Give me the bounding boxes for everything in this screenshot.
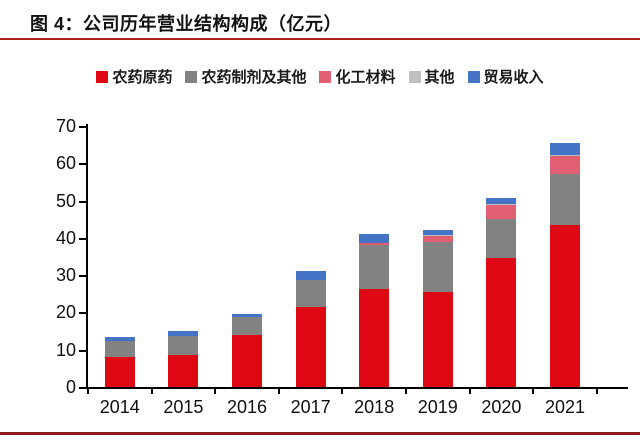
x-axis-line [86,387,628,389]
bar-segment [486,205,517,219]
y-axis-label: 0 [65,377,76,397]
x-axis-label: 2019 [417,397,458,417]
bar-segment [550,174,580,225]
y-axis-tick [79,163,86,166]
legend-label: 贸易收入 [483,69,544,86]
y-axis-label: 60 [55,153,76,174]
bar-segment [550,142,580,155]
x-axis-tick [341,389,344,394]
bar-segment [422,242,453,292]
y-axis-label: 70 [55,116,76,136]
chart-legend: 农药原药 农药制剂及其他 化工材料 其他 贸易收入 [0,66,640,87]
x-axis-tick [405,389,407,394]
x-axis-tick [595,389,598,394]
y-axis-tick [79,200,86,203]
y-axis-label: 50 [55,190,76,211]
legend-item-0: 农药原药 [96,66,172,87]
legend-swatch-icon [319,70,332,83]
bar-2015 [168,331,199,387]
y-axis-tick [79,237,86,240]
y-axis-tick [79,126,86,128]
legend-label: 化工材料 [335,69,396,86]
bar-segment [232,316,262,335]
bar-segment [359,244,390,290]
x-axis-label: 2016 [226,397,268,417]
bar-segment [486,218,517,259]
bar-segment [232,313,262,317]
bar-segment [104,336,135,342]
x-axis-tick [468,389,471,394]
bar-segment [422,235,453,237]
bar-segment [359,243,390,245]
bar-segment [168,335,199,355]
x-axis-label: 2014 [99,397,140,417]
legend-item-4: 贸易收入 [467,66,544,87]
bar-segment [486,204,517,206]
y-axis-tick [79,312,86,315]
y-axis-label: 30 [55,265,76,286]
bar-segment [359,289,390,387]
bar-segment [232,334,262,387]
legend-swatch-icon [408,70,421,83]
x-axis-tick [150,389,153,394]
bar-segment [486,258,517,387]
bar-2018 [359,234,390,387]
bar-segment [550,224,580,387]
legend-item-2: 化工材料 [319,66,396,87]
x-axis-label: 2017 [290,397,331,417]
bar-segment [486,198,517,205]
x-axis-label: 2021 [544,397,586,417]
x-axis-tick [277,389,280,394]
legend-label: 农药制剂及其他 [201,69,307,86]
bottom-rule [0,432,640,435]
legend-swatch-icon [96,70,109,83]
x-axis-tick [532,389,535,394]
x-axis-label: 2015 [163,397,204,417]
bar-2014 [104,336,135,387]
x-axis-label: 2018 [354,397,395,417]
y-axis-label: 40 [55,227,76,248]
bar-segment [422,236,453,243]
bar-segment [104,357,135,387]
legend-swatch-icon [467,70,480,83]
bar-segment [422,229,453,236]
legend-item-1: 农药制剂及其他 [185,66,306,87]
x-axis-tick [214,389,217,394]
bar-segment [295,271,326,280]
bar-segment [359,234,390,244]
legend-item-3: 其他 [408,66,455,87]
bar-2020 [486,198,517,387]
figure-title: 图 4：公司历年营业结构构成（亿元） [30,14,343,34]
y-axis-tick [79,275,86,278]
bar-2019 [422,229,453,387]
y-axis-label: 10 [55,339,76,360]
bar-2017 [295,271,326,387]
bar-segment [295,279,326,308]
legend-label: 农药原药 [112,69,173,86]
y-axis-label: 20 [55,302,76,323]
x-axis-label: 2020 [481,397,522,417]
bar-segment [168,331,199,336]
bar-segment [295,307,326,387]
legend-label: 其他 [424,69,455,86]
x-axis-tick [87,389,89,394]
legend-swatch-icon [185,70,198,83]
bar-segment [550,155,580,175]
bar-2016 [232,313,262,387]
bar-segment [168,354,199,387]
title-underline [0,38,640,40]
y-axis-tick [79,387,86,389]
bar-segment [550,154,580,156]
bar-2021 [550,142,580,387]
bar-segment [104,341,135,358]
bar-segment [422,291,453,387]
y-axis-tick [79,349,86,352]
y-axis-line [86,124,88,389]
